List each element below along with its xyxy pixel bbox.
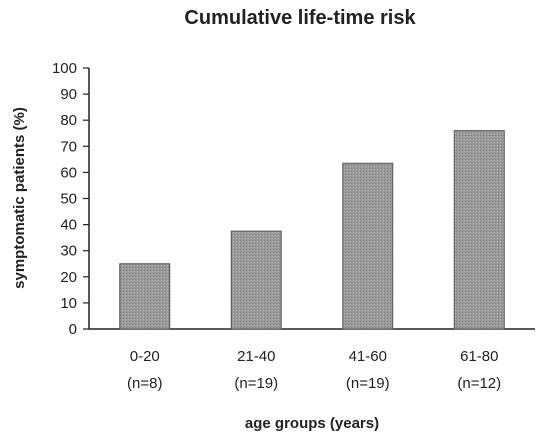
bar-61-80 <box>453 130 505 330</box>
category-label: 41-60 <box>349 348 387 365</box>
y-tick-label: 50 <box>60 191 77 208</box>
y-tick-label: 30 <box>60 243 77 260</box>
bar-41-60 <box>342 162 394 330</box>
category-label: 21-40 <box>237 348 275 365</box>
y-tick-label: 60 <box>60 164 77 181</box>
bar-0-20 <box>119 263 171 330</box>
x-axis-categories: 0-20 (n=8) 21-40 (n=19) 41-60 (n=19) 61-80 (n=1… <box>127 348 501 392</box>
category-sample-size: (n=19) <box>234 375 278 392</box>
category-label: 0-20 <box>130 348 160 365</box>
y-axis-label: symptomatic patients (%) <box>11 107 28 289</box>
chart-title: Cumulative life-time risk <box>184 7 416 29</box>
y-tick-label: 0 <box>69 321 77 338</box>
category-sample-size: (n=12) <box>457 375 501 392</box>
bars <box>119 130 505 330</box>
y-tick-label: 20 <box>60 269 77 286</box>
y-tick-label: 40 <box>60 217 77 234</box>
category-sample-size: (n=8) <box>127 375 162 392</box>
y-tick-label: 70 <box>60 138 77 155</box>
y-tick-label: 80 <box>60 112 77 129</box>
x-axis-label: age groups (years) <box>245 415 379 432</box>
y-tick-label: 90 <box>60 86 77 103</box>
category-label: 61-80 <box>460 348 498 365</box>
bar-21-40 <box>230 230 282 330</box>
category-sample-size: (n=19) <box>346 375 390 392</box>
y-tick-label: 100 <box>52 60 77 77</box>
y-axis-ticks: 0 10 20 30 40 50 60 70 80 90 100 <box>52 60 89 338</box>
y-tick-label: 10 <box>60 295 77 312</box>
